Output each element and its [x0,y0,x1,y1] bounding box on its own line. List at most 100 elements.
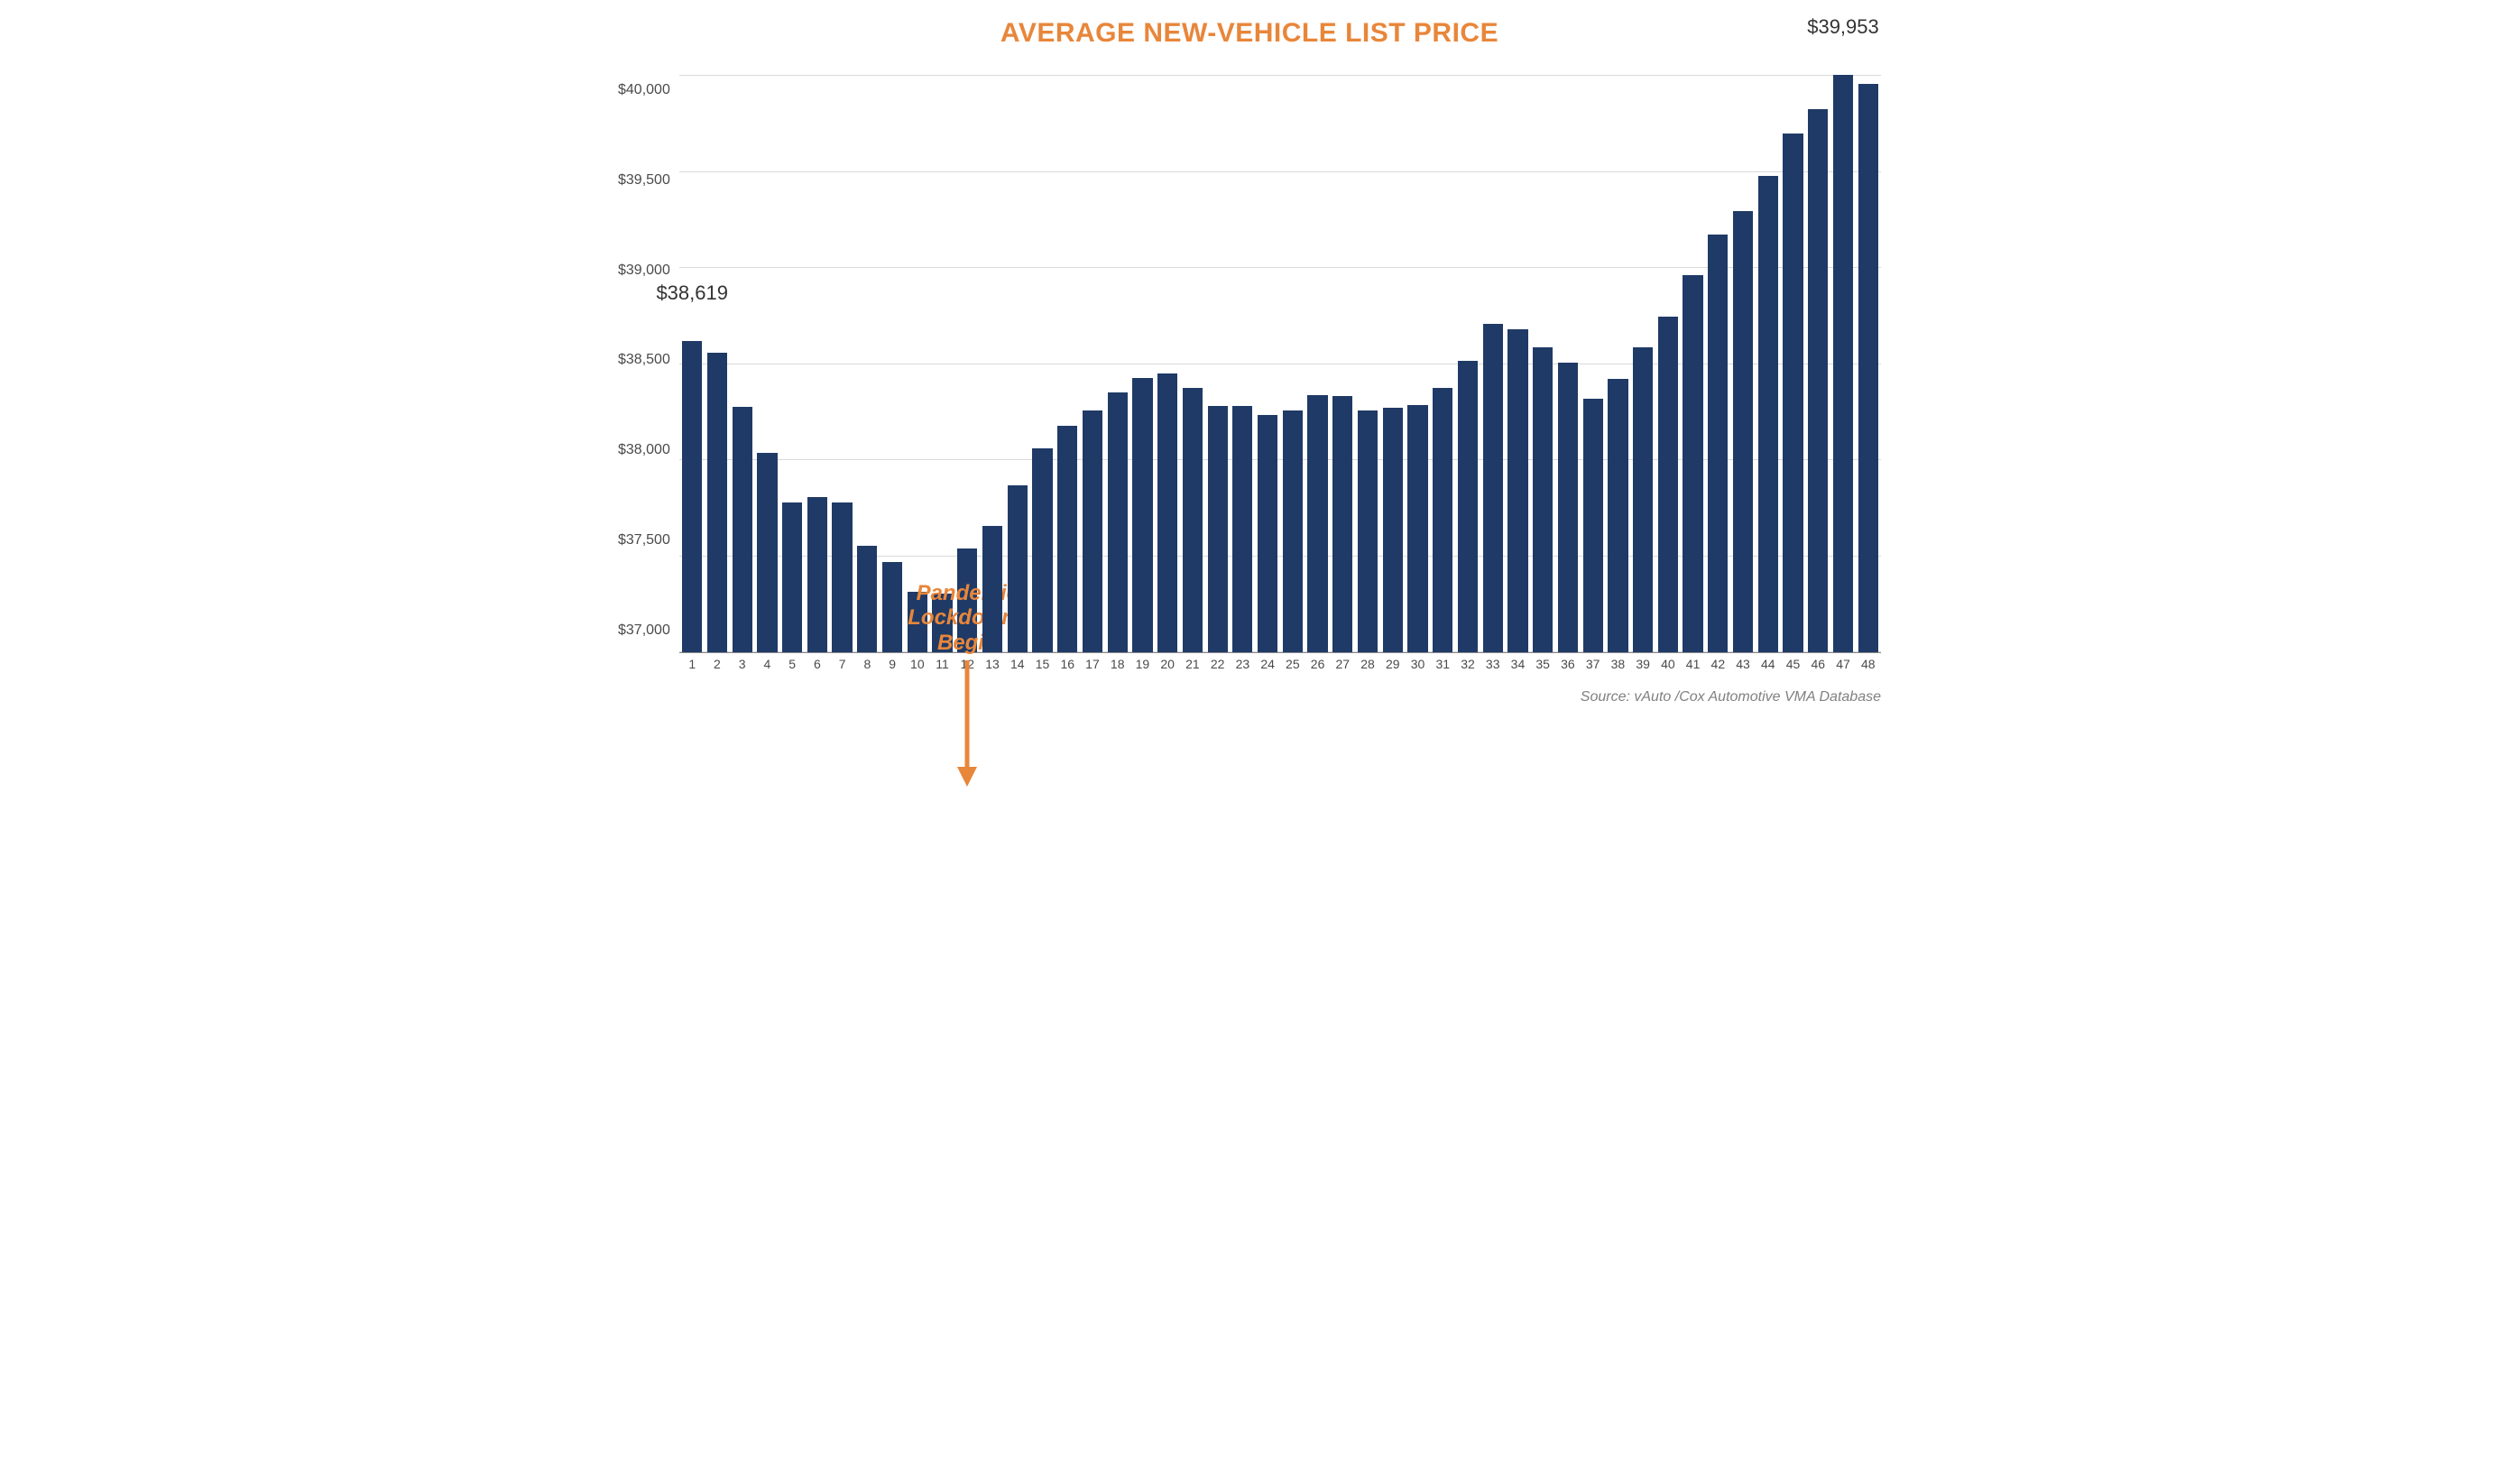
bar [1407,405,1427,652]
x-tick-label: 13 [982,657,1004,671]
bar [832,502,852,652]
x-tick-label: 31 [1432,657,1454,671]
bar-slot [1581,399,1604,652]
x-tick-label: 40 [1656,657,1679,671]
bar-slot [906,592,928,652]
bar [1332,396,1352,652]
bar [1783,134,1802,652]
x-tick-label: 37 [1581,657,1604,671]
x-tick-label: 45 [1782,657,1804,671]
bar-slot [1106,392,1129,652]
x-tick-label: 32 [1457,657,1480,671]
x-tick-label: 7 [831,657,853,671]
bar-slot [931,594,954,652]
x-tick-label: 17 [1082,657,1104,671]
bar [1758,176,1778,652]
x-tick-label: 35 [1532,657,1554,671]
bar-slot: $39,953 [1832,75,1855,652]
y-tick-label: $38,500 [618,353,670,367]
bar-slot [982,526,1004,652]
x-tick-label: 25 [1281,657,1304,671]
bar [1083,410,1102,652]
bar-slot [1206,406,1229,652]
x-tick-label: 47 [1832,657,1855,671]
gridline [679,171,1881,172]
bar-slot [1332,396,1354,652]
x-tick-label: 48 [1857,657,1879,671]
x-tick-label: 42 [1707,657,1729,671]
chart-container: AVERAGE NEW-VEHICLE LIST PRICE $40,000 $3… [618,18,1881,705]
bar-slot [881,562,904,652]
bar [1583,399,1603,652]
bar [1032,448,1052,652]
bar-data-label: $39,953 [1807,15,1879,39]
x-tick-label: 16 [1056,657,1079,671]
x-tick-label: 29 [1381,657,1404,671]
bar-slot [1231,406,1254,652]
bar-slot [1481,324,1504,652]
bar [1683,275,1702,652]
bar-slot [1432,388,1454,652]
x-tick-label: 33 [1481,657,1504,671]
bar-slot [1006,485,1028,652]
bar-slot [1082,410,1104,652]
bar-slot [1457,361,1480,652]
bar [1658,317,1678,652]
bar [1833,75,1853,652]
bar [1208,406,1228,652]
chart-area: $40,000$39,500$39,000$38,500$38,000$37,5… [618,76,1881,671]
x-tick-label: 12 [956,657,979,671]
bar-slot [756,453,779,652]
bar [1483,324,1503,652]
y-tick-label: $37,000 [618,623,670,638]
x-tick-label: 9 [881,657,904,671]
bar-slot [1756,176,1779,652]
bar-slot [1281,410,1304,652]
bar-slot [1357,410,1379,652]
bar [1808,109,1828,652]
bar-slot [1607,379,1629,652]
x-tick-label: 14 [1006,657,1028,671]
bar [1858,84,1878,652]
bar-slot [1406,405,1429,652]
bar-data-label: $38,619 [656,281,728,305]
bar-slot [1131,378,1154,652]
bar-slot [1682,275,1704,652]
y-tick-label: $39,000 [618,263,670,278]
y-tick-label: $37,500 [618,533,670,548]
y-tick-label: $40,000 [618,83,670,97]
x-tick-label: 3 [731,657,753,671]
x-tick-label: 18 [1106,657,1129,671]
x-tick-label: 28 [1357,657,1379,671]
x-tick-label: 15 [1031,657,1054,671]
bar [1558,363,1578,652]
bar-slot [1632,347,1655,652]
plot-area: $38,619PandemicLockdownsBegin$39,953 [679,76,1881,653]
x-tick-label: 39 [1632,657,1655,671]
bar [757,453,777,652]
gridline [679,267,1881,268]
bar-slot [1557,363,1580,652]
x-tick-label: 38 [1607,657,1629,671]
bar-slot [1056,426,1079,652]
plot-wrapper: $38,619PandemicLockdownsBegin$39,953 123… [679,76,1881,671]
bar [957,548,977,652]
bar [1132,378,1152,652]
chart-title: AVERAGE NEW-VEHICLE LIST PRICE [618,18,1881,49]
bar [1358,410,1378,652]
chart-source: Source: vAuto /Cox Automotive VMA Databa… [618,689,1881,705]
bar [1458,361,1478,652]
bar-slot: PandemicLockdownsBegin [956,548,979,652]
x-tick-label: 11 [931,657,954,671]
bar [1157,373,1177,652]
bar-slot [1381,408,1404,652]
x-tick-label: 26 [1306,657,1329,671]
x-tick-label: 23 [1231,657,1254,671]
bar-slot [807,497,829,652]
bar [1108,392,1128,652]
x-tick-label: 5 [781,657,804,671]
bar [782,502,802,652]
gridline [679,75,1881,76]
bar-slot [1306,395,1329,652]
bar [857,546,877,652]
